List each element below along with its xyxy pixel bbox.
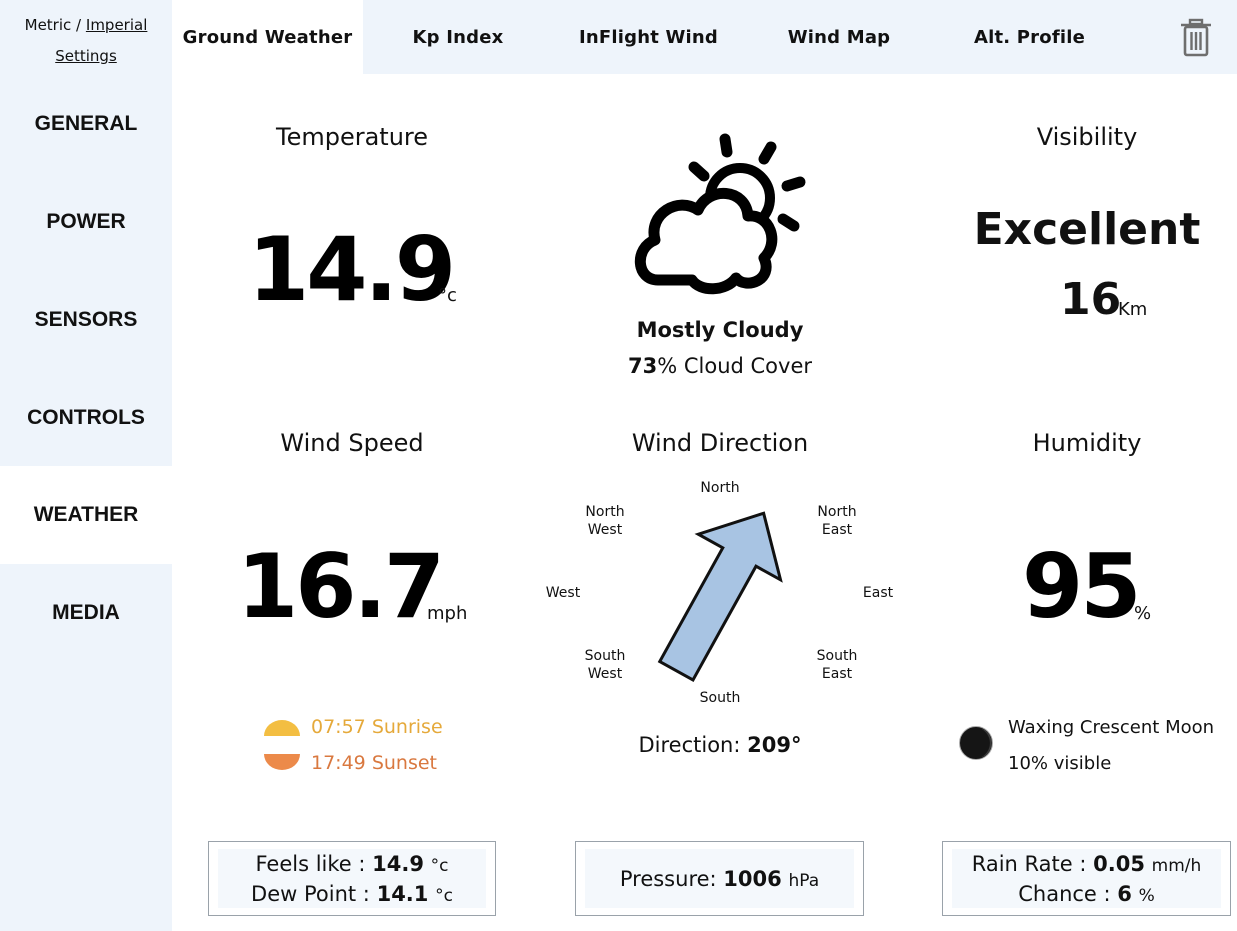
- pressure-value: 1006: [723, 867, 782, 891]
- sunrise-time: 07:57: [311, 716, 366, 738]
- sunrise: 07:57 Sunrise: [311, 716, 443, 738]
- moon-phase: Waxing Crescent Moon: [1008, 717, 1215, 738]
- tab-ground-weather[interactable]: Ground Weather: [172, 0, 363, 74]
- wind-direction-readout: Direction: 209°: [600, 733, 840, 757]
- feels-like-value: 14.9: [372, 852, 424, 876]
- wind-speed-value: 16.7: [237, 535, 445, 638]
- cloud-cover: 73% Cloud Cover: [570, 354, 870, 378]
- sidebar-item-general[interactable]: GENERAL: [34, 112, 138, 135]
- dew-point-unit: °c: [435, 886, 453, 906]
- metric-option[interactable]: Metric: [24, 16, 72, 34]
- compass-north: North: [700, 480, 740, 496]
- sidebar-item-weather[interactable]: WEATHER: [0, 466, 172, 564]
- compass-south: South: [699, 690, 741, 706]
- sunset-time: 17:49: [311, 752, 366, 774]
- rain-rate-label: Rain Rate :: [971, 852, 1087, 876]
- temperature-unit: °c: [438, 285, 457, 306]
- humidity-value: 95: [1022, 535, 1141, 638]
- trash-icon[interactable]: [1178, 18, 1214, 58]
- feels-like-card: Feels like : 14.9 °c Dew Point : 14.1 °c: [208, 841, 496, 916]
- cloud-cover-text: % Cloud Cover: [657, 354, 813, 378]
- visibility-title: Visibility: [1036, 123, 1138, 151]
- rain-chance-label: Chance :: [1018, 882, 1111, 906]
- rain-chance-unit: %: [1138, 886, 1155, 906]
- rain-chance-line: Chance : 6 %: [943, 882, 1230, 906]
- units-settings: Metric / Imperial Settings: [0, 10, 172, 72]
- sidebar: Metric / Imperial Settings GENERAL POWER…: [0, 0, 172, 931]
- rain-rate-line: Rain Rate : 0.05 mm/h: [943, 852, 1230, 876]
- rain-rate-unit: mm/h: [1151, 856, 1202, 876]
- visibility-rating: Excellent: [973, 204, 1201, 255]
- sunset-icon: [264, 754, 300, 770]
- rain-card: Rain Rate : 0.05 mm/h Chance : 6 %: [942, 841, 1231, 916]
- feels-like-label: Feels like :: [255, 852, 366, 876]
- pressure-unit: hPa: [788, 871, 820, 891]
- units-separator: /: [76, 16, 82, 34]
- pressure-card: Pressure: 1006 hPa: [575, 841, 864, 916]
- compass-south-east: South East: [816, 648, 858, 682]
- humidity-unit: %: [1134, 603, 1152, 624]
- sidebar-item-power[interactable]: POWER: [46, 210, 126, 233]
- compass-south-west: South West: [584, 648, 626, 682]
- pressure-label: Pressure:: [619, 867, 717, 891]
- tab-kp-index[interactable]: Kp Index: [412, 27, 504, 48]
- cloud-cover-value: 73: [627, 354, 658, 378]
- wind-direction-title: Wind Direction: [631, 429, 809, 457]
- dew-point-line: Dew Point : 14.1 °c: [209, 882, 495, 906]
- tab-bar: Ground Weather Kp Index InFlight Wind Wi…: [172, 0, 1237, 74]
- moon-visible: 10% visible: [1008, 753, 1112, 774]
- tab-inflight-wind[interactable]: InFlight Wind: [578, 27, 719, 48]
- direction-value: 209°: [747, 733, 802, 757]
- temperature-title: Temperature: [275, 123, 429, 151]
- rain-rate-value: 0.05: [1093, 852, 1145, 876]
- temperature-value: 14.9: [248, 218, 456, 321]
- tab-alt-profile[interactable]: Alt. Profile: [973, 27, 1086, 48]
- humidity-title: Humidity: [1032, 429, 1142, 457]
- moon-icon: [959, 726, 993, 760]
- settings-link[interactable]: Settings: [55, 47, 117, 65]
- compass-west: West: [545, 585, 581, 601]
- sunrise-label: Sunrise: [371, 716, 443, 738]
- direction-label: Direction:: [638, 733, 741, 757]
- condition-label: Mostly Cloudy: [636, 318, 804, 342]
- dew-point-value: 14.1: [376, 882, 429, 906]
- feels-like-unit: °c: [430, 856, 449, 876]
- tab-wind-map[interactable]: Wind Map: [787, 27, 891, 48]
- feels-like-line: Feels like : 14.9 °c: [209, 852, 495, 876]
- sidebar-item-media[interactable]: MEDIA: [52, 601, 120, 624]
- sunrise-icon: [264, 720, 300, 736]
- sidebar-item-controls[interactable]: CONTROLS: [27, 406, 145, 429]
- sunset-label: Sunset: [371, 752, 437, 774]
- compass-east: East: [862, 585, 894, 601]
- sunset: 17:49 Sunset: [311, 752, 437, 774]
- pressure-line: Pressure: 1006 hPa: [576, 867, 863, 891]
- dew-point-label: Dew Point :: [251, 882, 370, 906]
- partly-cloudy-icon: [634, 133, 806, 295]
- imperial-option[interactable]: Imperial: [85, 16, 148, 34]
- compass-north-west: North West: [585, 504, 625, 538]
- wind-direction-arrow: [657, 511, 783, 682]
- wind-speed-title: Wind Speed: [280, 429, 424, 457]
- rain-chance-value: 6: [1117, 882, 1132, 906]
- visibility-value: 16: [1060, 274, 1122, 325]
- visibility-unit: Km: [1118, 299, 1148, 320]
- sidebar-item-sensors[interactable]: SENSORS: [34, 308, 138, 331]
- wind-speed-unit: mph: [427, 603, 468, 624]
- compass-north-east: North East: [817, 504, 857, 538]
